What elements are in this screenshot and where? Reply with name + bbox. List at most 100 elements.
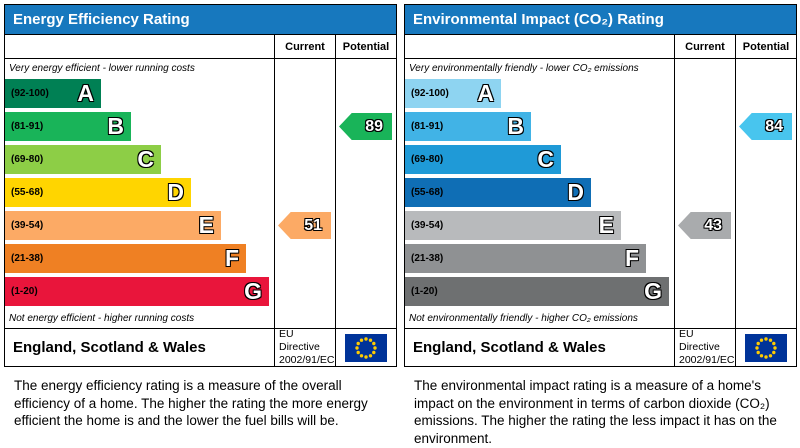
energy-efficiency-description: The energy efficiency rating is a measur… [14,378,368,429]
band-e-range: (39-54) [411,220,444,231]
band-f: (21-38) F [5,244,246,273]
band-g-letter: G [644,278,662,304]
environmental-impact-section: Environmental Impact (CO₂) Rating Curren… [404,4,797,447]
band-g: (1-20) G [405,277,669,306]
band-e: (39-54) E [5,211,221,240]
band-b-row: (81-91) B [405,110,796,143]
chart-footer: England, Scotland & Wales EU Directive 2… [405,328,796,366]
current-rating-arrow: 43 [678,212,731,239]
column-header-row: Current Potential [405,35,796,59]
band-a-range: (92-100) [11,88,49,99]
current-rating-value: 43 [704,216,722,234]
current-column-divider [274,59,275,328]
band-d-row: (55-68) D [5,176,396,209]
band-c-row: (69-80) C [5,143,396,176]
band-a: (92-100) A [405,79,501,108]
band-e: (39-54) E [405,211,621,240]
bottom-note: Not energy efficient - higher running co… [9,312,195,324]
band-a-range: (92-100) [411,88,449,99]
current-column-header: Current [674,35,735,58]
eu-flag-cell [335,329,396,366]
band-a: (92-100) A [5,79,101,108]
eu-directive-line1: EU Directive [679,327,720,353]
energy-rating-chart: Very energy efficient - lower running co… [5,59,396,328]
band-c-range: (69-80) [411,154,444,165]
chart-footer: England, Scotland & Wales EU Directive 2… [5,328,396,366]
potential-rating-arrow: 84 [739,113,792,140]
region-label: England, Scotland & Wales [13,339,206,356]
band-g-letter: G [244,278,262,304]
energy-efficiency-title: Energy Efficiency Rating [5,5,396,35]
band-e-row: (39-54) E [405,209,796,242]
band-g-row: (1-20) G [405,275,796,308]
band-d-row: (55-68) D [405,176,796,209]
band-f-range: (21-38) [411,253,444,264]
band-d-letter: D [167,179,184,205]
band-f-letter: F [224,245,239,271]
band-c-range: (69-80) [11,154,44,165]
band-e-letter: E [598,212,614,238]
band-f-range: (21-38) [11,253,44,264]
potential-rating-value: 84 [765,117,783,135]
band-a-letter: A [477,80,494,106]
eu-flag-cell [735,329,796,366]
current-rating-value: 51 [304,216,322,234]
energy-efficiency-section: Energy Efficiency Rating Current Potenti… [4,4,397,447]
potential-rating-value: 89 [365,117,383,135]
column-header-spacer [405,35,674,58]
column-header-row: Current Potential [5,35,396,59]
region-label: England, Scotland & Wales [413,339,606,356]
environmental-impact-title: Environmental Impact (CO₂) Rating [405,5,796,35]
band-d-letter: D [567,179,584,205]
eu-directive-line2: 2002/91/EC [679,354,735,367]
band-c-row: (69-80) C [405,143,796,176]
band-g: (1-20) G [5,277,269,306]
band-f-letter: F [624,245,639,271]
eu-directive-line2: 2002/91/EC [279,354,335,367]
band-e-letter: E [198,212,214,238]
column-header-spacer [5,35,274,58]
band-b-range: (81-91) [11,121,44,132]
band-a-row: (92-100) A [405,77,796,110]
band-d: (55-68) D [5,178,191,207]
band-a-row: (92-100) A [5,77,396,110]
band-b-row: (81-91) B [5,110,396,143]
band-c-letter: C [137,146,154,172]
band-f-row: (21-38) F [5,242,396,275]
band-c-letter: C [537,146,554,172]
eu-directive-label: EU Directive 2002/91/EC [274,327,335,367]
band-e-range: (39-54) [11,220,44,231]
potential-column-header: Potential [735,35,796,58]
band-b: (81-91) B [5,112,131,141]
top-note: Very environmentally friendly - lower CO… [409,62,639,74]
band-b-letter: B [507,113,524,139]
band-d-range: (55-68) [411,187,444,198]
band-d: (55-68) D [405,178,591,207]
current-column-header: Current [274,35,335,58]
band-f: (21-38) F [405,244,646,273]
bottom-note: Not environmentally friendly - higher CO… [409,312,638,324]
potential-rating-arrow: 89 [339,113,392,140]
band-e-row: (39-54) E [5,209,396,242]
current-column-divider [674,59,675,328]
eu-directive-line1: EU Directive [279,327,320,353]
band-c: (69-80) C [405,145,561,174]
band-b-range: (81-91) [411,121,444,132]
environmental-impact-panel: Environmental Impact (CO₂) Rating Curren… [404,4,797,367]
eu-flag-icon [745,333,787,362]
band-g-row: (1-20) G [5,275,396,308]
band-g-range: (1-20) [411,286,438,297]
current-rating-arrow: 51 [278,212,331,239]
co2-rating-chart: Very environmentally friendly - lower CO… [405,59,796,328]
band-d-range: (55-68) [11,187,44,198]
band-b: (81-91) B [405,112,531,141]
band-a-letter: A [77,80,94,106]
potential-column-header: Potential [335,35,396,58]
eu-directive-label: EU Directive 2002/91/EC [674,327,735,367]
environmental-impact-description: The environmental impact rating is a mea… [414,378,777,446]
top-note: Very energy efficient - lower running co… [9,62,195,74]
band-b-letter: B [107,113,124,139]
band-f-row: (21-38) F [405,242,796,275]
band-c: (69-80) C [5,145,161,174]
